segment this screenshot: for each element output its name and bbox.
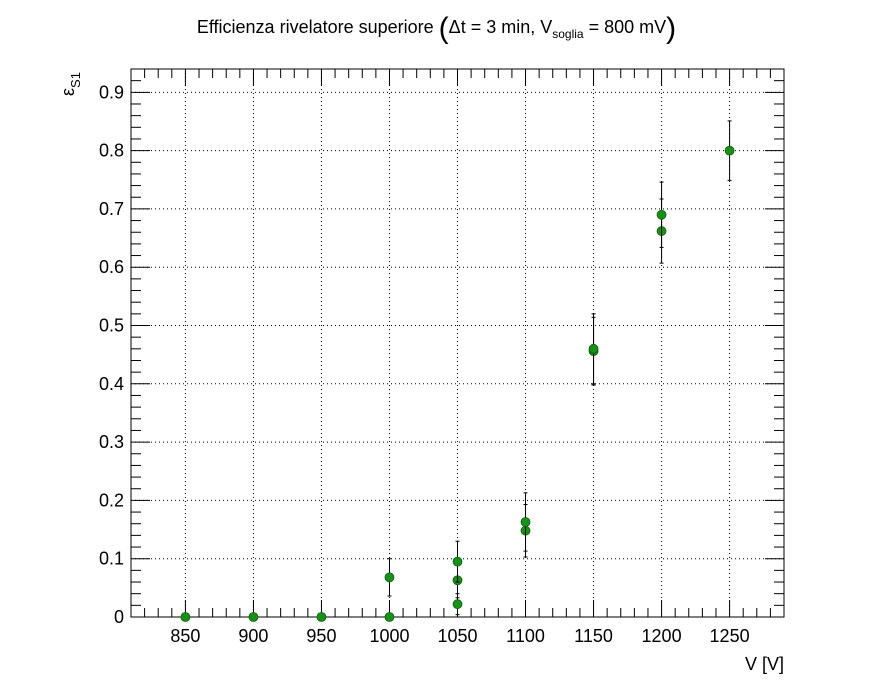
x-tick-label: 900 bbox=[238, 626, 268, 646]
data-marker bbox=[452, 599, 463, 610]
plot-frame bbox=[130, 68, 785, 618]
y-tick-label: 0.2 bbox=[99, 490, 124, 510]
data-point bbox=[180, 612, 191, 622]
x-tick-label: 950 bbox=[306, 626, 336, 646]
chart-title-subscript: soglia bbox=[552, 27, 584, 41]
y-tick-label: 0.8 bbox=[99, 141, 124, 161]
chart-title-tail: = 800 mV bbox=[583, 17, 667, 37]
x-axis-label: V [V] bbox=[745, 654, 784, 674]
x-tick-label: 1050 bbox=[437, 626, 477, 646]
data-point bbox=[384, 612, 395, 622]
chart-title-delta-part: Δt = 3 min, V bbox=[448, 17, 553, 37]
y-tick-label: 0.4 bbox=[99, 374, 124, 394]
y-axis-label: εS1 bbox=[58, 72, 83, 96]
tick-labels-layer: 850 900 950 1000 1050 1100 1150 1200 1250 0 0.1 0.2… bbox=[99, 82, 750, 646]
y-tick-label: 0 bbox=[114, 607, 124, 627]
axes-layer bbox=[130, 68, 785, 618]
chart-title-paren-open: ( bbox=[438, 12, 449, 45]
data-marker bbox=[656, 209, 667, 220]
data-point bbox=[316, 612, 327, 622]
chart-title: Efficienza rivelatore superiore (Δt = 3 … bbox=[0, 12, 873, 46]
data-marker bbox=[520, 517, 531, 527]
data-point bbox=[452, 593, 463, 616]
y-axis-label-subscript: S1 bbox=[68, 72, 83, 88]
y-tick-label: 0.9 bbox=[99, 82, 124, 102]
x-tick-label: 1100 bbox=[506, 626, 545, 646]
x-tick-label: 1200 bbox=[642, 626, 682, 646]
chart-title-paren-close: ) bbox=[666, 12, 677, 45]
data-marker bbox=[316, 612, 327, 622]
data-marker bbox=[248, 612, 259, 622]
data-marker bbox=[588, 343, 599, 354]
data-point bbox=[588, 313, 599, 385]
data-point bbox=[520, 492, 531, 552]
y-tick-label: 0.6 bbox=[99, 257, 124, 277]
data-point bbox=[384, 558, 395, 597]
data-marker bbox=[384, 612, 395, 622]
data-point bbox=[452, 540, 463, 583]
x-tick-label: 850 bbox=[170, 626, 200, 646]
y-tick-label: 0.7 bbox=[99, 199, 124, 219]
data-point bbox=[724, 120, 735, 181]
y-tick-label: 0.1 bbox=[99, 549, 124, 569]
data-marker bbox=[724, 145, 735, 156]
x-tick-label: 1000 bbox=[369, 626, 409, 646]
ticks-layer bbox=[131, 68, 785, 618]
x-tick-label: 1250 bbox=[710, 626, 750, 646]
x-tick-label: 1150 bbox=[574, 626, 613, 646]
data-marker bbox=[384, 572, 395, 583]
data-marker bbox=[180, 612, 191, 622]
chart-title-main: Efficienza rivelatore superiore bbox=[196, 17, 434, 37]
y-tick-label: 0.3 bbox=[99, 432, 124, 452]
grid-layer bbox=[131, 69, 784, 617]
data-point bbox=[656, 181, 667, 248]
y-tick-label: 0.5 bbox=[99, 316, 124, 336]
data-points-layer bbox=[180, 120, 735, 622]
data-marker bbox=[452, 556, 463, 567]
data-point bbox=[248, 612, 259, 622]
y-axis-label-symbol: ε bbox=[58, 88, 78, 96]
